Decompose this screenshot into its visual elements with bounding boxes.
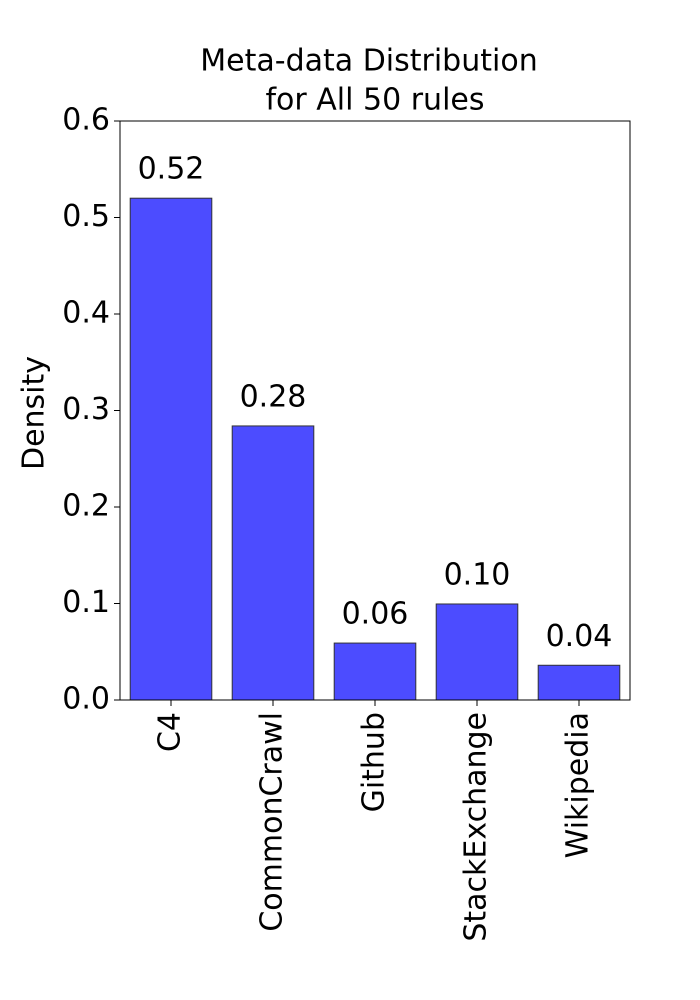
x-tick-label: C4 [153,712,188,752]
value-label: 0.28 [240,379,307,414]
bar [231,425,315,701]
x-tick-label: StackExchange [459,712,494,942]
y-tick-label: 0.6 [62,103,110,138]
bar [333,642,417,701]
value-label: 0.52 [138,152,205,187]
x-tick-label: CommonCrawl [255,712,290,932]
x-tick-label: Github [357,712,392,812]
bar [537,664,621,701]
y-tick-label: 0.2 [62,489,110,524]
y-axis-label: Density [17,356,52,470]
x-tick-label: Wikipedia [561,712,596,858]
value-label: 0.10 [444,557,511,592]
y-tick-label: 0.0 [62,682,110,717]
bar [129,197,213,701]
y-tick-label: 0.1 [62,585,110,620]
y-tick-label: 0.3 [62,392,110,427]
bar [435,603,519,701]
chart-title: for All 50 rules [266,83,485,118]
y-tick-label: 0.5 [62,199,110,234]
value-label: 0.04 [546,619,613,654]
chart-title: Meta-data Distribution [200,44,537,79]
plot-frame [119,120,631,701]
y-tick-label: 0.4 [62,296,110,331]
value-label: 0.06 [342,597,409,632]
